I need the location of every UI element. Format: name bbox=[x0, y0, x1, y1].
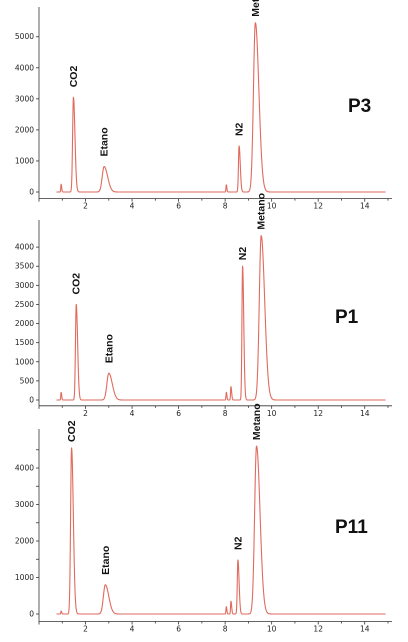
y-tick-label: 3500 bbox=[15, 262, 34, 271]
x-tick-label: 6 bbox=[176, 409, 181, 418]
x-tick-label: 2 bbox=[83, 624, 88, 633]
x-tick-label: 12 bbox=[313, 202, 323, 211]
y-tick-label: 3000 bbox=[15, 281, 34, 290]
y-tick-label: 0 bbox=[29, 396, 34, 405]
x-tick-label: 10 bbox=[267, 202, 277, 211]
peak-label-etano: Etano bbox=[103, 334, 115, 363]
peak-label-metano: Metano bbox=[256, 193, 268, 230]
chromatogram-trace-p1 bbox=[56, 235, 386, 401]
x-tick-label: 6 bbox=[176, 624, 181, 633]
x-tick-label: 14 bbox=[360, 202, 370, 211]
chromatogram-trace-p3 bbox=[56, 22, 386, 193]
y-tick-label: 5000 bbox=[15, 32, 34, 41]
x-tick-label: 4 bbox=[130, 624, 135, 633]
chromatogram-panel-p11: 0 1000 2000 3000 4000 2 4 6 8 10 12 14 CO2 Etano N2 Met… bbox=[15, 403, 392, 633]
peak-label-co2: CO2 bbox=[66, 420, 78, 442]
peak-label-co2: CO2 bbox=[71, 273, 83, 295]
y-tick-label: 0 bbox=[29, 610, 34, 619]
y-tick-label: 4000 bbox=[15, 63, 34, 72]
sample-label: P1 bbox=[335, 307, 359, 328]
y-tick-label: 0 bbox=[29, 188, 34, 197]
x-tick-label: 8 bbox=[223, 202, 228, 211]
x-tick-label: 12 bbox=[313, 624, 323, 633]
chromatogram-panel-p1: 0 500 1000 1500 2000 2500 3000 3500 4000 2 4 6 8 10 12… bbox=[15, 193, 392, 418]
y-tick-label: 2000 bbox=[15, 319, 34, 328]
y-tick-label: 1000 bbox=[15, 573, 34, 582]
peak-label-co2: CO2 bbox=[68, 66, 80, 88]
x-tick-label: 4 bbox=[130, 202, 135, 211]
y-tick-label: 4000 bbox=[15, 243, 34, 252]
x-tick-label: 2 bbox=[83, 202, 88, 211]
x-tick-label: 10 bbox=[267, 624, 277, 633]
x-tick-label: 4 bbox=[130, 409, 135, 418]
y-tick-label: 2000 bbox=[15, 537, 34, 546]
y-tick-label: 500 bbox=[20, 376, 35, 385]
x-tick-label: 14 bbox=[360, 624, 370, 633]
y-tick-label: 2000 bbox=[15, 125, 34, 134]
x-tick-label: 8 bbox=[223, 409, 228, 418]
peak-label-n2: N2 bbox=[232, 536, 244, 550]
y-tick-label: 1500 bbox=[15, 338, 34, 347]
y-tick-label: 1000 bbox=[15, 357, 34, 366]
peak-label-metano: Metano bbox=[251, 403, 263, 440]
peak-label-etano: Etano bbox=[99, 127, 111, 156]
sample-label: P11 bbox=[335, 517, 368, 538]
y-tick-label: 3000 bbox=[15, 94, 34, 103]
y-tick-label: 1000 bbox=[15, 156, 34, 165]
x-tick-label: 2 bbox=[83, 409, 88, 418]
peak-label-etano: Etano bbox=[100, 546, 112, 575]
x-tick-label: 10 bbox=[267, 409, 277, 418]
peak-label-metano: Metano bbox=[250, 0, 262, 17]
chromatogram-trace-p11 bbox=[56, 445, 386, 615]
x-tick-label: 8 bbox=[223, 624, 228, 633]
sample-label: P3 bbox=[348, 96, 371, 117]
chromatogram-panel-p3: 0 1000 2000 3000 4000 5000 2 4 6 8 10 12 14 CO2 Etano N… bbox=[15, 0, 392, 211]
y-tick-label: 4000 bbox=[15, 464, 34, 473]
peak-label-n2: N2 bbox=[234, 122, 246, 136]
x-tick-label: 6 bbox=[176, 202, 181, 211]
y-tick-label: 3000 bbox=[15, 500, 34, 509]
y-tick-label: 2500 bbox=[15, 300, 34, 309]
x-tick-label: 12 bbox=[313, 409, 323, 418]
peak-label-n2: N2 bbox=[237, 247, 249, 261]
x-tick-label: 14 bbox=[360, 409, 370, 418]
